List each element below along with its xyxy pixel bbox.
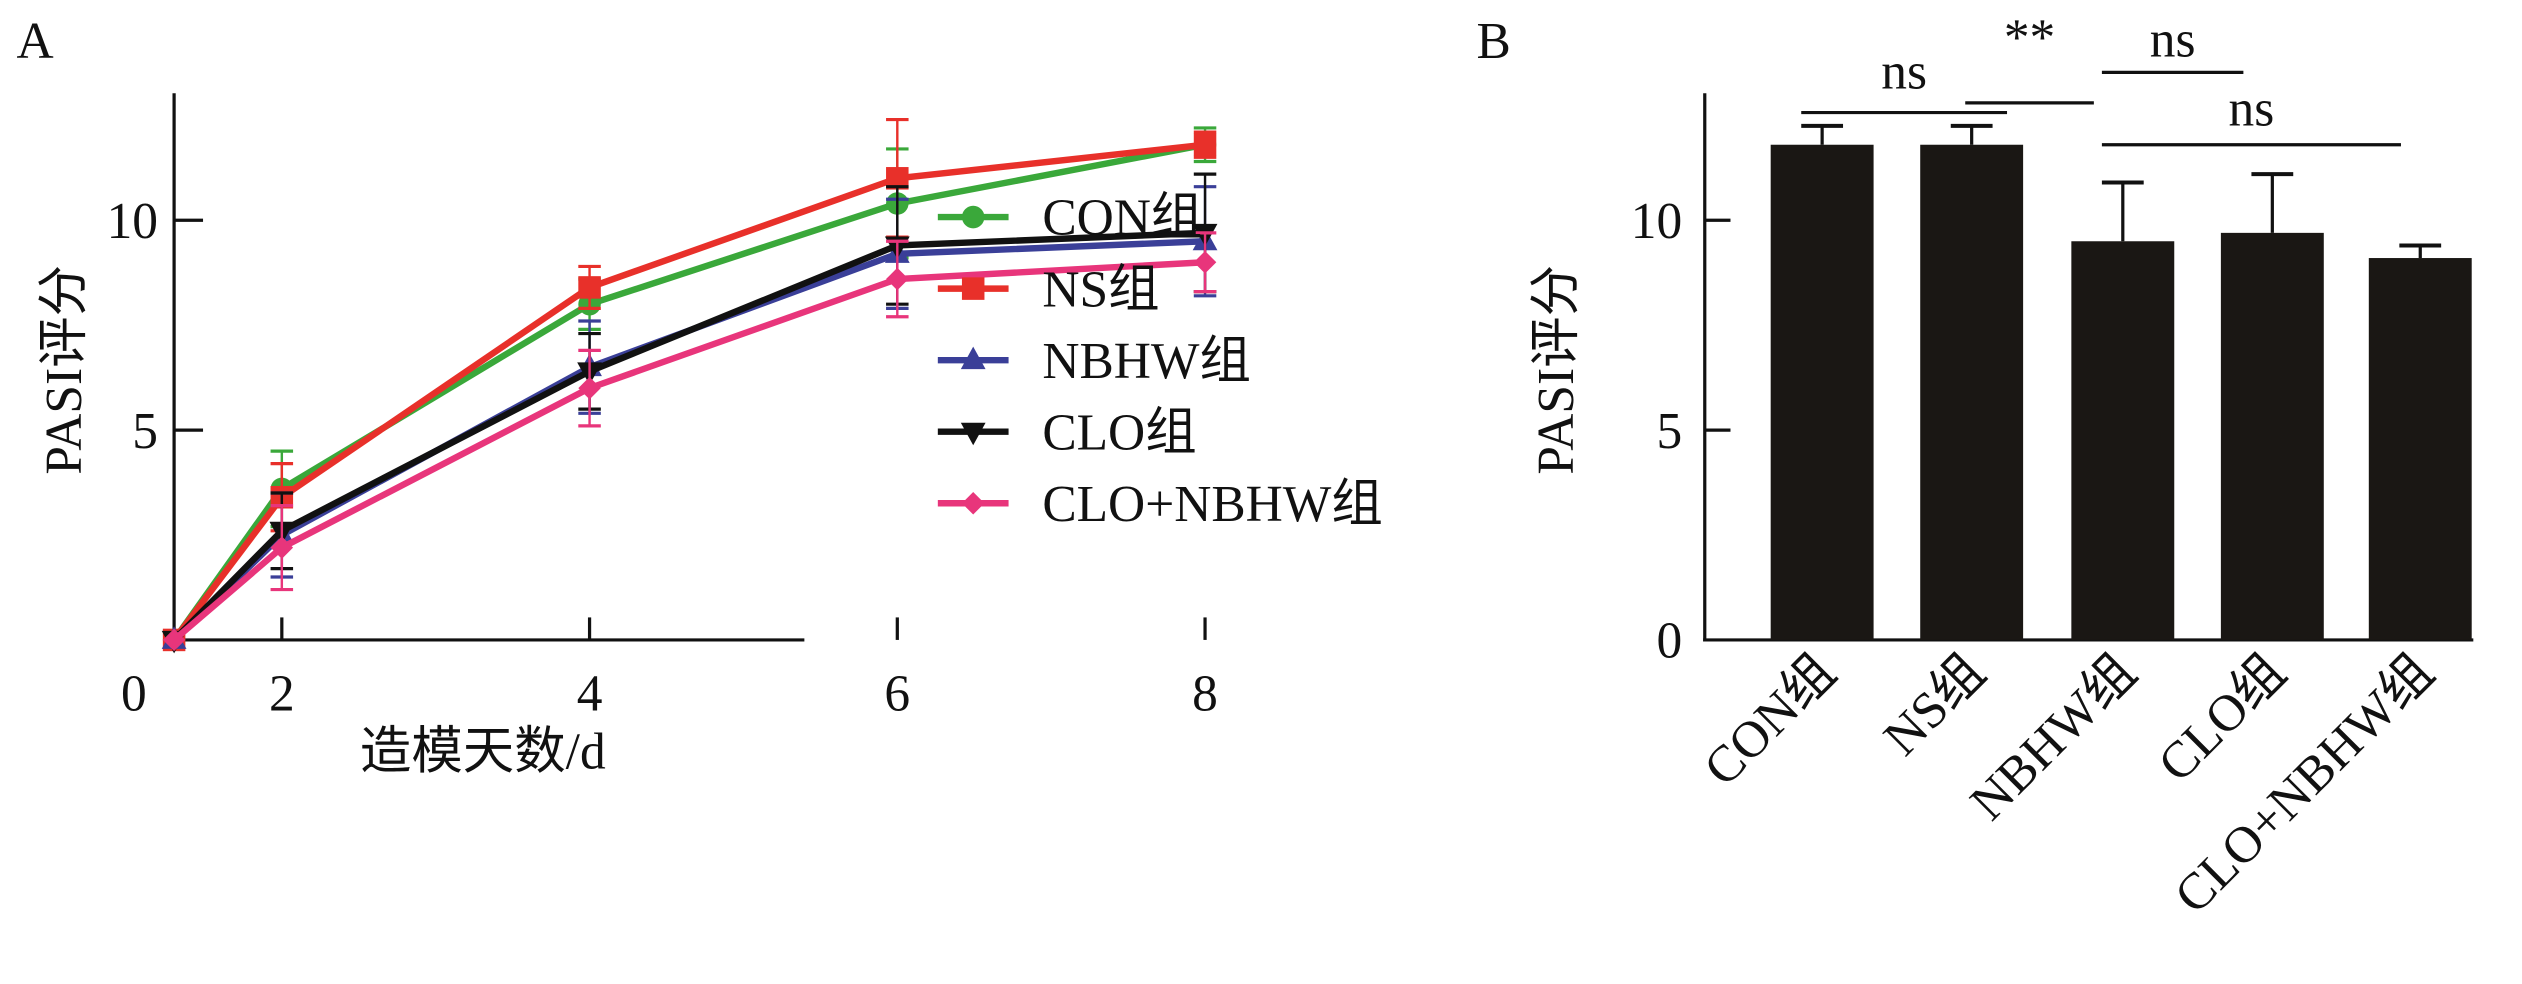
marker-diamond (578, 376, 601, 400)
bar (1770, 144, 1874, 640)
y-tick-label: 10 (1631, 193, 1682, 250)
marker-square (1193, 133, 1217, 156)
y-tick-label: 0 (1657, 613, 1683, 670)
legend-label: CON组 (1042, 190, 1202, 247)
legend: CON组 NS组 NBHW组 CLO组 CLO+NBHW组 (937, 190, 1383, 533)
legend-label: CLO+NBHW组 (1042, 476, 1382, 533)
x-tick-label: 4 (577, 666, 603, 723)
legend-label: CLO组 (1042, 404, 1196, 461)
marker-triangle-up (960, 346, 986, 370)
legend-item: CLO组 (937, 404, 1197, 461)
x-tick-label: NS组 (1873, 643, 1996, 766)
marker-triangle-down (960, 422, 986, 446)
significance-label: ** (2004, 10, 2055, 67)
x-tick-label: 6 (884, 666, 910, 723)
marker-circle (961, 205, 985, 229)
x-tick-label: CLO组 (2147, 643, 2296, 792)
legend-label: NS组 (1042, 261, 1159, 318)
line-chart: 5 10 0 2 4 6 8 造模天数/d PASI评分 (36, 93, 1218, 781)
marker-diamond (961, 492, 985, 515)
y-axis-label: PASI评分 (36, 265, 93, 475)
x-tick-label: 2 (269, 666, 295, 723)
legend-item: CON组 (937, 190, 1202, 247)
x-tick-label: 0 (121, 666, 147, 723)
x-tick-label: CLO+NBHW组 (2164, 643, 2445, 924)
marker-diamond (1193, 250, 1217, 274)
marker-diamond (886, 267, 909, 291)
panel-label-a: A (17, 13, 54, 70)
bar (2368, 258, 2472, 640)
marker-square (961, 277, 985, 300)
legend-label: NBHW组 (1042, 333, 1251, 390)
bar (2071, 241, 2175, 640)
marker-square (886, 167, 909, 190)
x-tick-label: CON组 (1693, 643, 1846, 796)
bar (2220, 232, 2324, 640)
legend-item: NS组 (937, 261, 1160, 318)
panel-label-b: B (1476, 13, 1510, 70)
legend-item: NBHW组 (937, 333, 1251, 390)
y-tick-label: 10 (107, 193, 158, 250)
significance-label: ns (1881, 43, 1927, 100)
x-axis-label: 造模天数/d (360, 724, 606, 781)
legend-item: CLO+NBHW组 (937, 476, 1383, 533)
y-tick-label: 5 (1657, 403, 1683, 460)
significance-label: ns (2150, 11, 2196, 68)
x-tick-label: NBHW组 (1960, 643, 2148, 831)
y-axis-label: PASI评分 (1528, 265, 1585, 475)
marker-square (578, 276, 601, 299)
bar (1920, 144, 2024, 640)
y-tick-label: 5 (132, 403, 158, 460)
significance-label: ns (2229, 80, 2275, 137)
x-tick-label: 8 (1192, 666, 1218, 723)
